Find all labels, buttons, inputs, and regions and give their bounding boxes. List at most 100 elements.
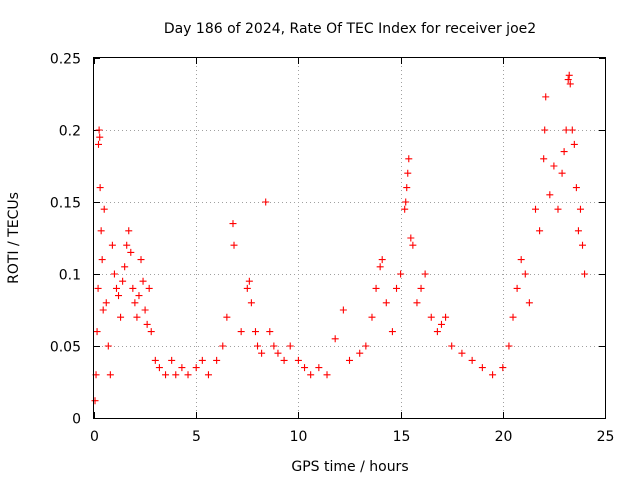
data-point: [245, 277, 253, 285]
data-point: [98, 256, 106, 264]
data-point: [219, 342, 227, 350]
y-tick-label: 0.05: [50, 340, 81, 356]
data-point: [123, 241, 131, 249]
data-point: [125, 227, 133, 235]
axis-ticks: [94, 58, 606, 419]
x-tick-label: 15: [393, 429, 411, 445]
data-point: [356, 349, 364, 357]
data-point: [421, 270, 429, 278]
x-tick-label: 0: [90, 429, 99, 445]
data-point: [513, 284, 521, 292]
data-point: [151, 356, 159, 364]
data-point: [409, 241, 417, 249]
y-tick-label: 0.2: [59, 124, 81, 140]
data-point: [100, 205, 108, 213]
data-point: [376, 263, 384, 271]
data-point: [402, 198, 410, 206]
data-point: [362, 342, 370, 350]
data-point: [286, 342, 294, 350]
data-point: [536, 227, 544, 235]
data-point: [517, 256, 525, 264]
data-point: [95, 126, 103, 134]
data-point: [393, 284, 401, 292]
data-point: [94, 284, 102, 292]
data-point: [119, 277, 127, 285]
data-point: [230, 241, 238, 249]
data-point: [137, 256, 145, 264]
data-point: [554, 205, 562, 213]
data-point: [117, 313, 125, 321]
data-point: [540, 155, 548, 163]
data-point: [397, 270, 405, 278]
data-point: [91, 397, 99, 405]
data-point: [331, 335, 339, 343]
grid-lines: [94, 58, 605, 418]
data-point: [564, 76, 572, 84]
data-point: [581, 270, 589, 278]
data-point: [96, 184, 104, 192]
data-point: [147, 328, 155, 336]
data-point: [572, 184, 580, 192]
data-point: [104, 342, 112, 350]
data-point: [108, 241, 116, 249]
data-point: [521, 270, 529, 278]
plot-frame: [93, 57, 606, 419]
data-point: [97, 227, 105, 235]
data-point: [301, 364, 309, 372]
data-point: [243, 284, 251, 292]
y-axis-label: ROTI / TECUs: [6, 192, 22, 284]
data-point: [558, 169, 566, 177]
data-point: [213, 356, 221, 364]
data-point: [102, 299, 110, 307]
y-tick-label: 0.1: [59, 268, 81, 284]
data-point: [378, 256, 386, 264]
data-point: [405, 155, 413, 163]
data-point: [112, 284, 120, 292]
data-point: [178, 364, 186, 372]
data-point: [223, 313, 231, 321]
y-tick-label: 0.25: [50, 52, 81, 68]
data-point: [99, 306, 107, 314]
x-tick-label: 25: [597, 429, 615, 445]
data-point: [542, 93, 550, 101]
data-point: [433, 328, 441, 336]
data-point: [155, 364, 163, 372]
data-point: [254, 342, 262, 350]
data-point: [168, 356, 176, 364]
data-point: [94, 140, 102, 148]
data-point: [339, 306, 347, 314]
data-point: [237, 328, 245, 336]
data-point: [388, 328, 396, 336]
data-points: [91, 71, 589, 405]
data-point: [541, 126, 549, 134]
y-tick-label: 0: [72, 412, 81, 428]
data-point: [143, 320, 151, 328]
data-point: [127, 248, 135, 256]
data-point: [121, 263, 129, 271]
data-point: [478, 364, 486, 372]
data-point: [499, 364, 507, 372]
data-point: [198, 356, 206, 364]
data-point: [247, 299, 255, 307]
x-tick-labels: 0 5 10 15 20 25: [90, 429, 614, 445]
data-point: [307, 371, 315, 379]
data-point: [574, 227, 582, 235]
y-tick-label: 0.15: [50, 196, 81, 212]
data-point: [294, 356, 302, 364]
data-point: [141, 306, 149, 314]
data-point: [115, 292, 123, 300]
data-point: [93, 328, 101, 336]
data-point: [546, 191, 554, 199]
x-tick-label: 10: [290, 429, 308, 445]
data-point: [568, 126, 576, 134]
x-tick-label: 5: [192, 429, 201, 445]
data-point: [346, 356, 353, 364]
data-point: [192, 364, 200, 372]
data-point: [417, 284, 425, 292]
data-point: [129, 284, 137, 292]
data-point: [550, 162, 558, 170]
data-point: [525, 299, 533, 307]
data-point: [437, 320, 445, 328]
data-point: [565, 71, 573, 79]
